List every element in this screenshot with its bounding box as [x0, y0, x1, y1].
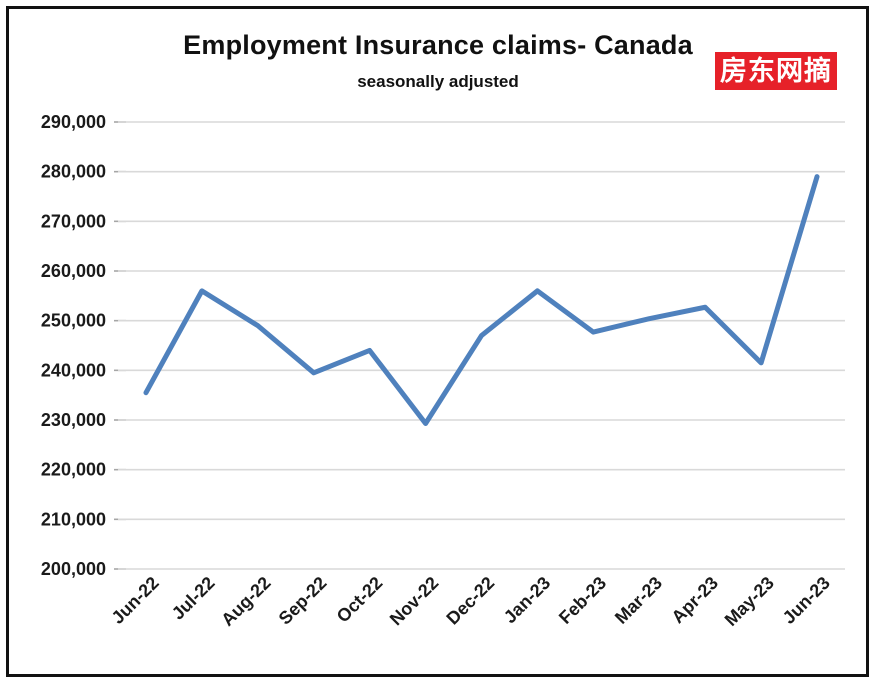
- series-line: [143, 174, 820, 426]
- chart-subtitle: seasonally adjusted: [357, 72, 519, 91]
- y-axis-tick-label: 290,000: [41, 112, 106, 132]
- y-axis-tick-label: 280,000: [41, 162, 106, 182]
- y-axis-tick-label: 270,000: [41, 211, 106, 231]
- y-axis-tick-label: 210,000: [41, 509, 106, 529]
- x-axis-tick-label: Jun-23: [779, 573, 834, 628]
- x-axis-tick-label: Dec-22: [442, 573, 498, 629]
- chart-title: Employment Insurance claims- Canada: [183, 30, 693, 60]
- x-axis-tick-label: Feb-23: [555, 573, 610, 628]
- x-axis-tick-label: Oct-22: [333, 573, 387, 627]
- y-axis-tick-label: 250,000: [41, 311, 106, 331]
- x-axis-tick-label: Aug-22: [217, 573, 274, 630]
- y-axis-tick-label: 240,000: [41, 360, 106, 380]
- y-axis-labels: 200,000 210,000 220,000 230,000 240,000 250,0…: [41, 112, 106, 579]
- x-axis-tick-label: Jul-22: [168, 573, 219, 624]
- watermark-badge: 房东网摘: [715, 52, 837, 90]
- gridlines: [114, 121, 845, 570]
- x-axis-tick-label: Jan-23: [500, 573, 554, 627]
- x-axis-tick-label: Nov-22: [386, 573, 443, 630]
- x-axis-tick-label: Mar-23: [611, 573, 666, 628]
- chart-frame: [6, 6, 869, 677]
- y-axis-tick-label: 220,000: [41, 460, 106, 480]
- x-axis-tick-label: Sep-22: [275, 573, 331, 629]
- x-axis-tick-label: Apr-23: [668, 573, 722, 627]
- y-axis-tick-label: 260,000: [41, 261, 106, 281]
- x-axis-tick-label: Jun-22: [108, 573, 163, 628]
- y-axis-tick-label: 230,000: [41, 410, 106, 430]
- x-axis-tick-label: May-23: [721, 573, 778, 630]
- y-axis-tick-label: 200,000: [41, 559, 106, 579]
